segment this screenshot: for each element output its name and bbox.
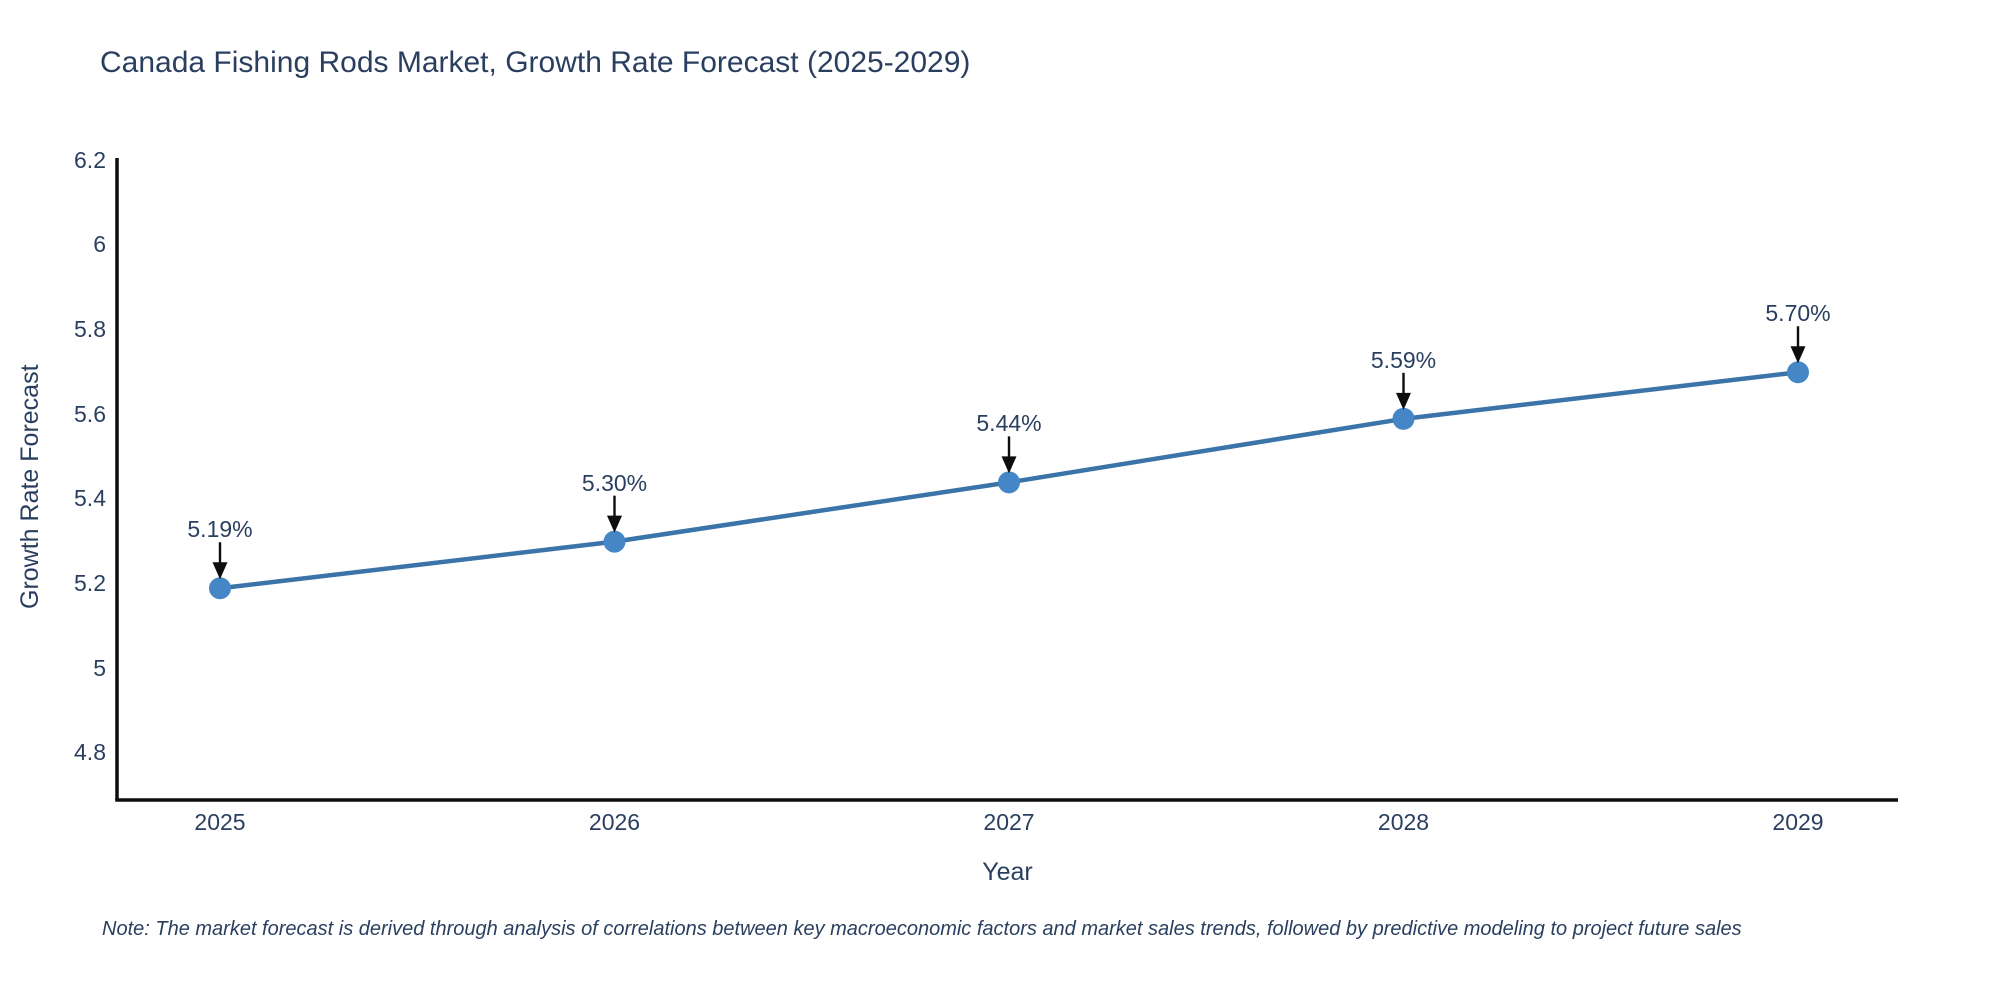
x-tick-label: 2025 bbox=[194, 809, 246, 835]
data-point-marker[interactable] bbox=[209, 577, 231, 600]
footnote: Note: The market forecast is derived thr… bbox=[102, 918, 1742, 940]
annotation-arrowhead-icon bbox=[1001, 456, 1017, 474]
y-tick-label: 4.8 bbox=[74, 739, 106, 766]
data-point-annotation: 5.59% bbox=[1370, 346, 1437, 373]
y-tick-label: 6.2 bbox=[74, 146, 106, 173]
annotation-arrowhead-icon bbox=[1396, 392, 1411, 410]
x-tick-label: 2027 bbox=[983, 809, 1035, 835]
y-tick-label: 5.4 bbox=[74, 485, 106, 512]
x-tick-label: 2029 bbox=[1772, 809, 1824, 835]
annotation-arrowhead-icon bbox=[607, 515, 622, 533]
data-point-annotation: 5.19% bbox=[187, 516, 253, 543]
data-point-annotation: 5.30% bbox=[581, 469, 648, 496]
data-point-annotation: 5.70% bbox=[1765, 300, 1831, 327]
y-tick-label: 5.8 bbox=[74, 315, 106, 342]
y-tick-label: 5.6 bbox=[74, 400, 106, 427]
x-tick-label: 2026 bbox=[588, 809, 641, 835]
x-axis-title: Year bbox=[982, 858, 1033, 886]
data-point-annotation: 5.44% bbox=[976, 410, 1042, 437]
y-tick-label: 5 bbox=[93, 654, 106, 681]
data-point-marker[interactable] bbox=[603, 530, 626, 553]
annotation-arrowhead-icon bbox=[212, 562, 228, 580]
data-point-marker[interactable] bbox=[1392, 407, 1415, 430]
data-point-marker[interactable] bbox=[1787, 361, 1809, 384]
y-tick-label: 5.2 bbox=[74, 570, 106, 596]
x-tick-label: 2028 bbox=[1377, 809, 1430, 835]
y-axis-title: Growth Rate Forecast bbox=[16, 364, 44, 609]
annotation-arrowhead-icon bbox=[1790, 346, 1806, 364]
data-point-marker[interactable] bbox=[998, 471, 1020, 494]
y-tick-label: 6 bbox=[93, 231, 106, 258]
chart-title: Canada Fishing Rods Market, Growth Rate … bbox=[100, 46, 971, 79]
